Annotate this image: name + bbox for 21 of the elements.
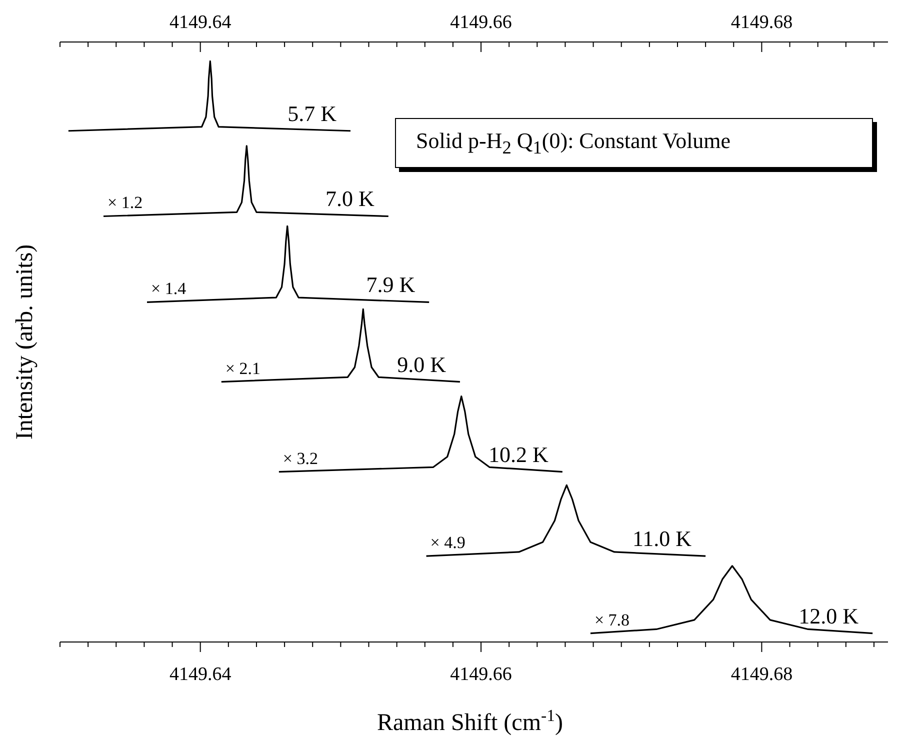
series-label: 7.9 K bbox=[366, 272, 416, 298]
series-label: 12.0 K bbox=[798, 603, 859, 628]
x-tick-label: 4149.64 bbox=[169, 664, 232, 685]
series-label: 11.0 K bbox=[632, 526, 692, 552]
series-label: 5.7 K bbox=[288, 100, 337, 126]
x-axis-title: Raman Shift (cm$^{-1}$) bbox=[377, 706, 563, 736]
annotation: × 1.4 bbox=[151, 279, 187, 298]
x-tick-label: 4149.68 bbox=[730, 664, 793, 685]
annotation: × 2.1 bbox=[225, 358, 260, 378]
series-label: 10.2 K bbox=[488, 442, 549, 467]
x-tick-label: 4149.66 bbox=[450, 664, 512, 685]
x2-tick-label: 4149.66 bbox=[450, 12, 512, 33]
y-axis-title: Intensity (arb. units) bbox=[12, 244, 38, 440]
x2-tick-label: 4149.68 bbox=[730, 12, 793, 33]
annotation: × 1.2 bbox=[108, 193, 143, 212]
series-label: 7.0 K bbox=[326, 186, 375, 212]
annotation: × 4.9 bbox=[430, 533, 466, 552]
series-label: 9.0 K bbox=[397, 352, 446, 377]
annotation: × 7.8 bbox=[594, 610, 630, 630]
x2-tick-label: 4149.64 bbox=[169, 12, 232, 33]
annotation: × 3.2 bbox=[282, 448, 318, 468]
